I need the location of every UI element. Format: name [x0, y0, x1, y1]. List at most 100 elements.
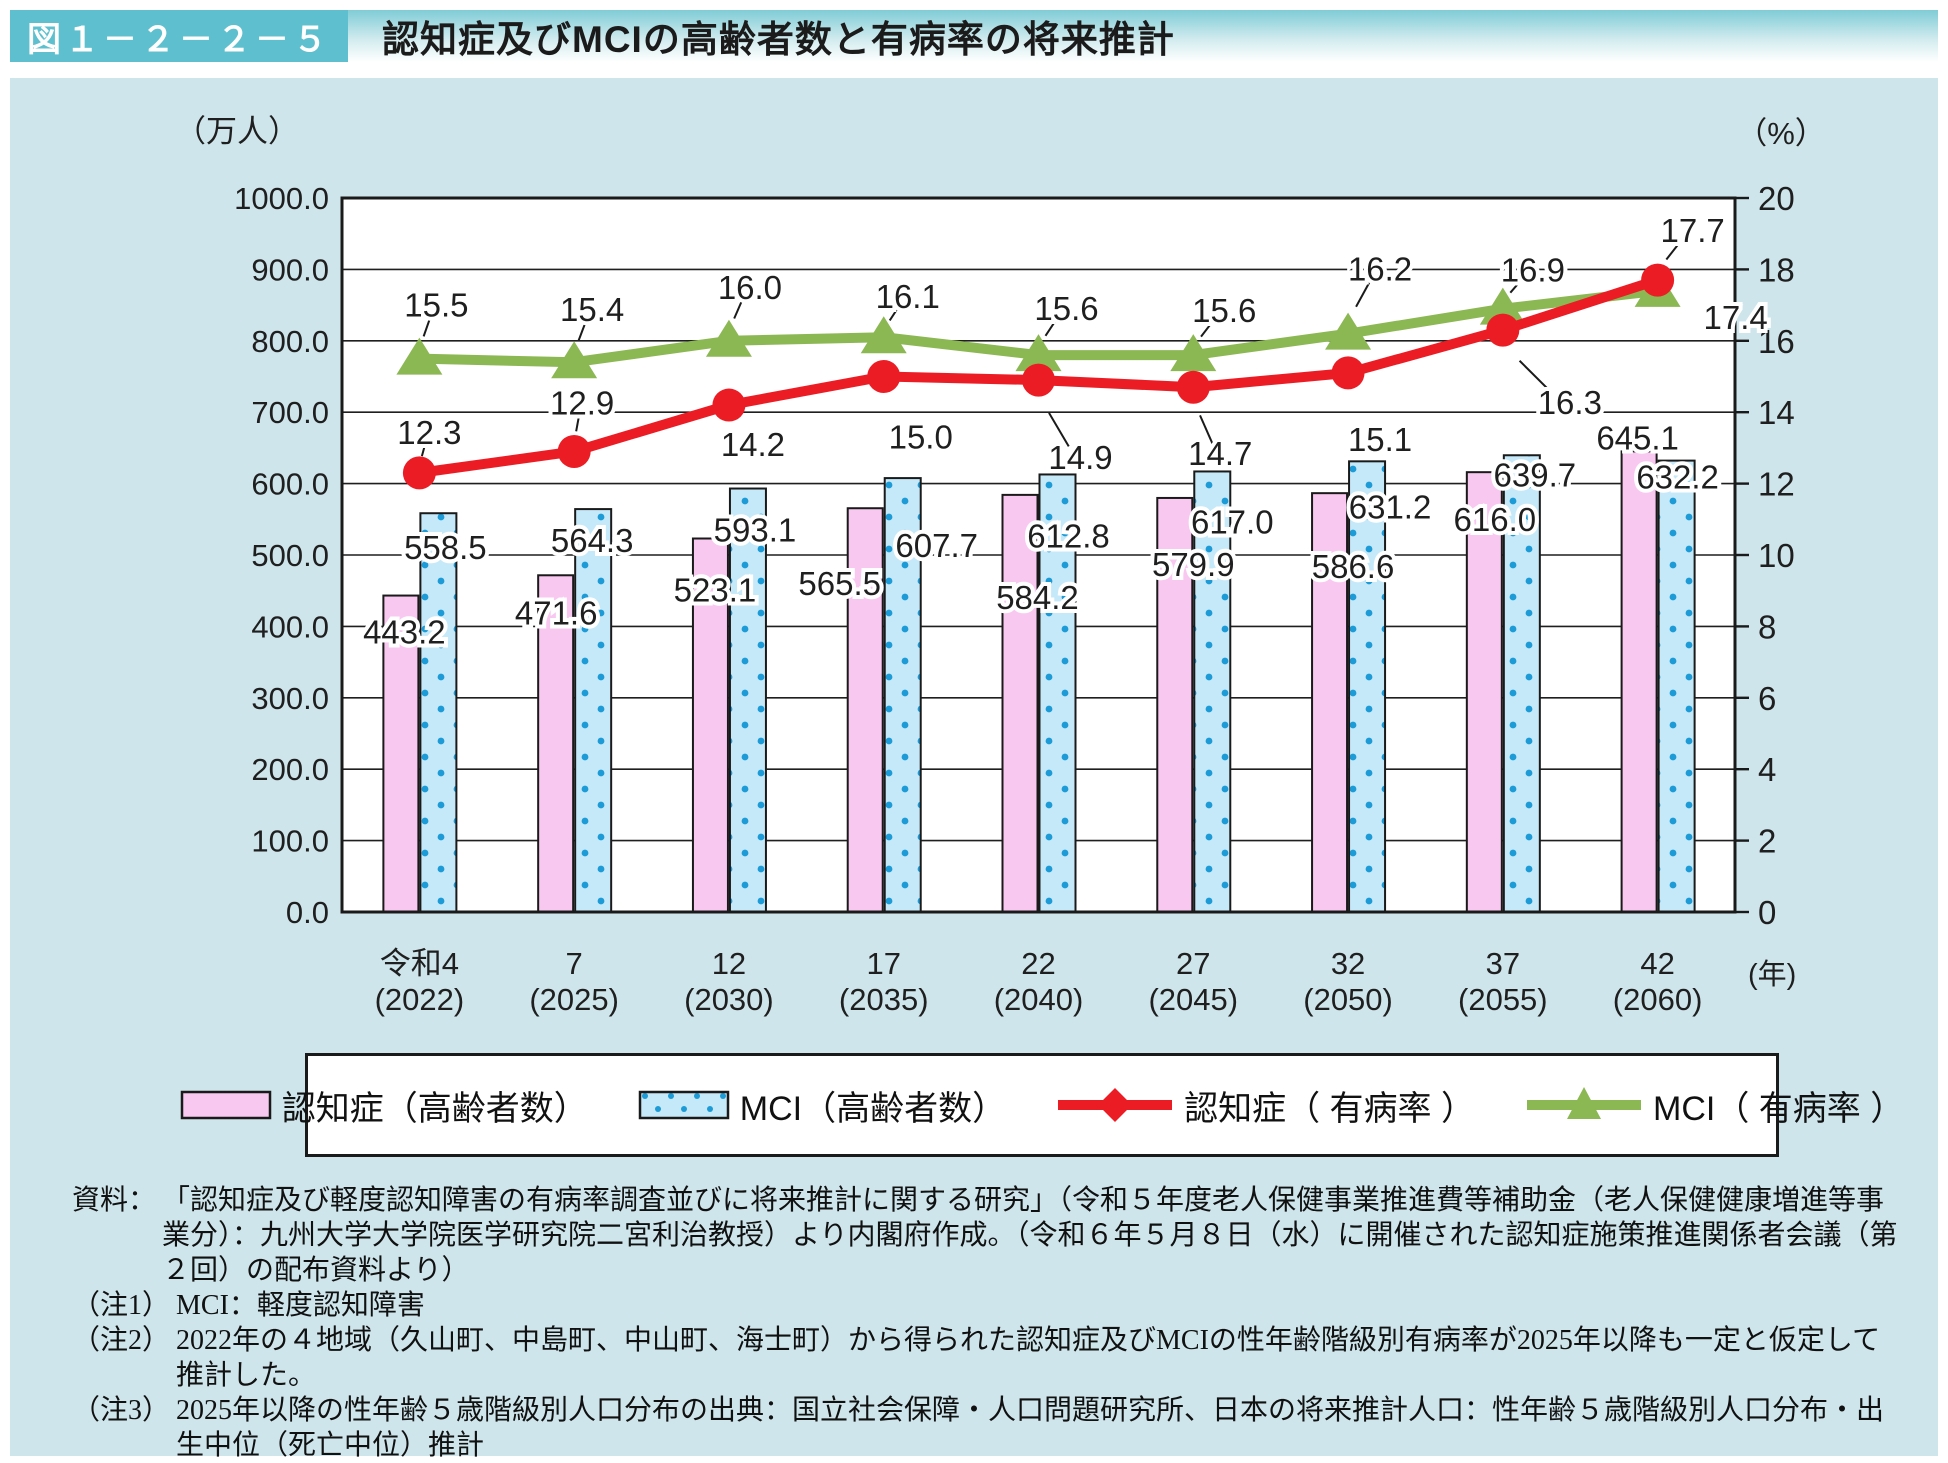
note-source: 資料： 「認知症及び軽度認知障害の有病率調査並びに将来推計に関する研究」（令和５年… [72, 1183, 1900, 1288]
label-dementia-rate-2: 14.2 [721, 426, 785, 463]
bar-mci-count-3 [883, 477, 922, 913]
x-tick-era-6: 32 [1331, 946, 1365, 981]
x-tick-year-8: (2060) [1613, 982, 1703, 1017]
right-tick-label: 4 [1758, 751, 1776, 788]
marker-mci-rate-0 [396, 337, 443, 375]
marker-dementia-rate-2 [712, 388, 746, 422]
chart-legend: 認知症（高齢者数） MCI（高齢者数） 認知症（ 有病率 ） MCI（ 有病率 ） [180, 1053, 1904, 1157]
bar-dementia-count-4 [1001, 493, 1039, 913]
marker-dementia-rate-4 [1022, 363, 1055, 397]
label-dementia-count-4: 584.2 [996, 579, 1079, 616]
bar-mci-count-8 [1657, 459, 1696, 913]
x-tick-year-2: (2030) [684, 982, 774, 1017]
marker-dementia-rate-3 [867, 360, 901, 393]
rate-value-labels: 12.3 12.9 14.2 15.0 14.9 14.7 15.1 16.3 17.7 15.5… [393, 208, 1771, 480]
legend-label-dementia-rate: 認知症（ 有病率 ） [1184, 1089, 1476, 1128]
label-dementia-count-1: 471.6 [515, 594, 598, 631]
label-dementia-count-0: 443.2 [363, 614, 446, 651]
label-dementia-rate-4: 14.9 [1048, 439, 1112, 476]
label-mci-rate-3: 16.1 [876, 278, 940, 315]
right-tick-label: 8 [1758, 608, 1776, 645]
right-tick-label: 20 [1758, 180, 1795, 217]
marker-mci-rate-2 [705, 319, 752, 357]
x-tick-era-2: 12 [712, 946, 746, 981]
bar-dementia-count-0 [382, 594, 420, 913]
bar-mci-count-6 [1348, 460, 1387, 913]
label-dementia-rate-3: 15.0 [889, 419, 953, 456]
left-tick-label: 300.0 [251, 681, 329, 716]
label-mci-rate-5: 15.6 [1192, 292, 1256, 329]
label-dementia-rate-7: 16.3 [1538, 384, 1602, 421]
legend-item-dementia-rate: 認知症（ 有病率 ） [1056, 1081, 1475, 1130]
left-tick-label: 0.0 [286, 895, 329, 930]
label-mci-rate-4: 15.6 [1034, 290, 1098, 327]
label-mci-count-4: 612.8 [1027, 517, 1110, 554]
bar-dementia-count-6 [1311, 492, 1349, 913]
legend-item-dementia-count: 認知症（高齢者数） [180, 1081, 588, 1130]
label-mci-count-6: 631.2 [1349, 488, 1432, 525]
marker-dementia-rate-6 [1331, 356, 1365, 390]
bar-dementia-count-8 [1620, 450, 1658, 913]
right-tick-label: 6 [1758, 680, 1776, 717]
marker-mci-rate-3 [860, 316, 907, 354]
left-tick-label: 800.0 [251, 324, 329, 359]
figure-tag: 図１－２－２－５ [10, 10, 348, 62]
marker-dementia-rate-0 [402, 456, 436, 490]
left-tick-label: 1000.0 [234, 181, 329, 216]
x-tick-year-4: (2040) [994, 982, 1084, 1017]
note-2: （注2） 2022年の４地域（久山町、中島町、中山町、海士町）から得られた認知症及… [72, 1323, 1900, 1393]
x-tick-year-1: (2025) [529, 982, 619, 1017]
left-tick-label: 700.0 [251, 395, 329, 430]
x-tick-year-7: (2055) [1458, 982, 1548, 1017]
label-dementia-rate-6: 15.1 [1348, 421, 1412, 458]
x-tick-year-5: (2045) [1148, 982, 1238, 1017]
label-dementia-rate-1: 12.9 [550, 384, 614, 421]
figure-title-band: 認知症及びMCIの高齢者数と有病率の将来推計 [348, 10, 1938, 62]
series-dementia-rate [402, 263, 1675, 490]
label-dementia-count-3: 565.5 [798, 565, 881, 602]
note-1-text: MCI：軽度認知障害 [176, 1290, 425, 1321]
legend-label-dementia-count: 認知症（高齢者数） [281, 1089, 588, 1128]
label-dementia-count-6: 586.6 [1312, 548, 1395, 585]
label-mci-count-7: 639.7 [1494, 456, 1577, 493]
legend-swatch-mci-count [638, 1090, 730, 1120]
label-dementia-rate-0: 12.3 [397, 414, 461, 451]
left-tick-label: 600.0 [251, 467, 329, 502]
combo-chart: 1000.0900.0800.0700.0600.0500.0400.0300.… [175, 114, 1826, 1017]
x-tick-era-3: 17 [866, 946, 900, 981]
legend-swatch-mci-rate [1527, 1087, 1642, 1119]
bar-mci-count-2 [728, 487, 767, 913]
x-tick-year-6: (2050) [1303, 982, 1393, 1017]
left-tick-label: 900.0 [251, 252, 329, 287]
left-tick-label: 100.0 [251, 824, 329, 859]
label-mci-count-5: 617.0 [1191, 503, 1274, 540]
marker-mci-rate-5 [1170, 334, 1217, 372]
bar-dementia-count-1 [537, 574, 575, 913]
x-tick-era-1: 7 [566, 946, 583, 981]
bar-dementia-count-2 [691, 537, 729, 913]
legend-swatch-dementia-count [180, 1090, 272, 1120]
legend-label-mci-rate: MCI（ 有病率 ） [1653, 1089, 1905, 1128]
right-tick-label: 18 [1758, 251, 1795, 288]
right-tick-label: 12 [1758, 466, 1795, 503]
right-axis-unit: （%） [1736, 116, 1826, 151]
label-mci-rate-1: 15.4 [560, 291, 624, 328]
label-mci-count-8: 632.2 [1636, 459, 1719, 496]
left-tick-label: 200.0 [251, 752, 329, 787]
label-dementia-count-5: 579.9 [1152, 546, 1235, 583]
note-1: （注1） MCI：軽度認知障害 [72, 1288, 1900, 1323]
bar-mci-count-0 [419, 512, 458, 913]
label-mci-count-3: 607.7 [895, 527, 978, 564]
right-tick-label: 2 [1758, 823, 1776, 860]
bar-mci-count-5 [1193, 470, 1232, 913]
series-mci-rate [396, 269, 1681, 379]
marker-mci-rate-1 [551, 341, 598, 379]
label-dementia-rate-8: 17.7 [1660, 212, 1724, 249]
label-dementia-count-8: 645.1 [1596, 419, 1679, 456]
label-mci-rate-0: 15.5 [404, 287, 468, 324]
label-mci-rate-6: 16.2 [1348, 251, 1412, 288]
note-1-label: （注1） [72, 1290, 171, 1321]
note-2-label: （注2） [72, 1325, 171, 1356]
